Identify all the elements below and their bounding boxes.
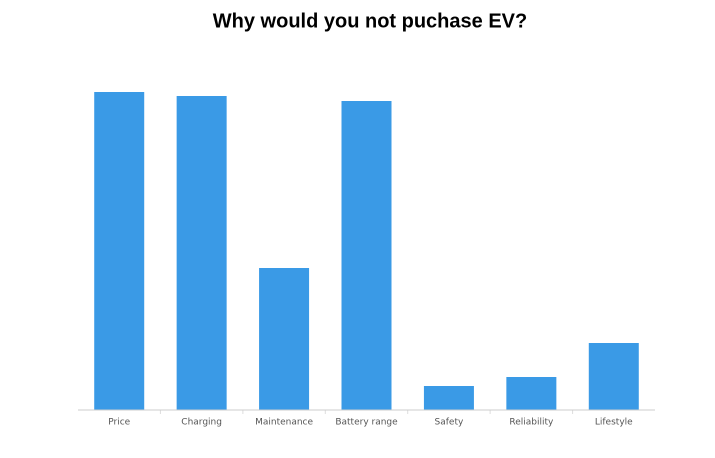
bar xyxy=(588,343,639,410)
chart-title: Why would you not puchase EV? xyxy=(213,10,527,32)
x-tick-label: Battery range xyxy=(335,418,398,428)
bar xyxy=(94,92,145,410)
x-tick-label: Safety xyxy=(435,418,464,428)
bar xyxy=(506,377,557,410)
x-tick-label: Reliability xyxy=(509,418,554,428)
bar xyxy=(176,96,227,410)
x-tick-label: Price xyxy=(108,418,130,428)
x-tick-label: Maintenance xyxy=(255,418,313,428)
bar xyxy=(259,268,310,410)
x-tick-label: Charging xyxy=(181,418,222,428)
x-tick-label: Lifestyle xyxy=(595,418,633,428)
bar xyxy=(423,386,474,410)
bar xyxy=(341,101,392,410)
